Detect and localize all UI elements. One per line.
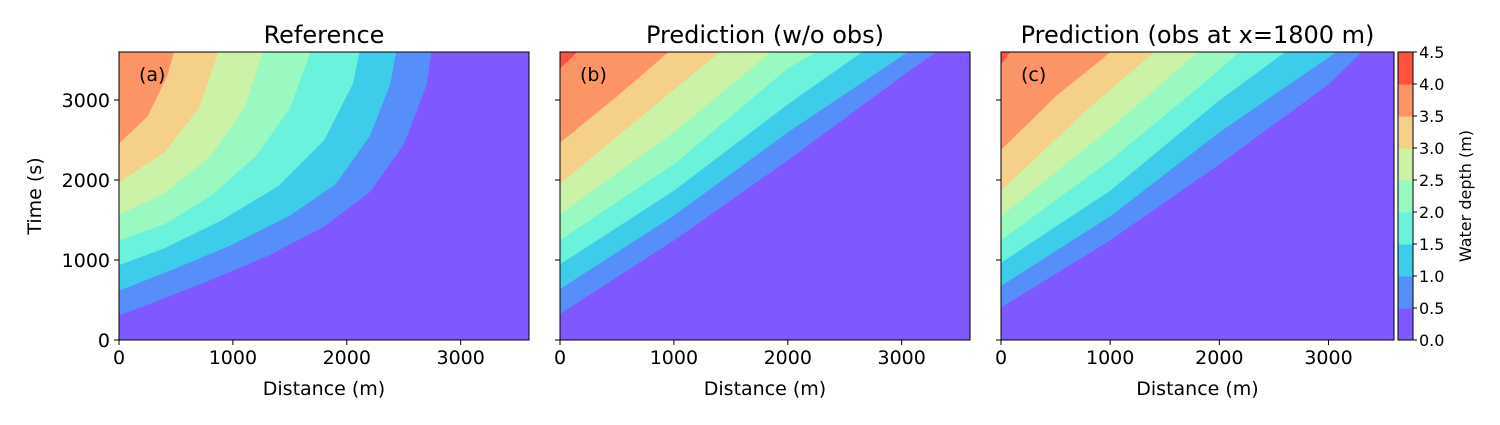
colorbar-segment [1398, 244, 1413, 277]
colorbar-segment [1398, 308, 1413, 341]
x-tick-label: 3000 [1304, 347, 1352, 369]
colorbar-tick-label: 0.0 [1419, 331, 1444, 350]
colorbar-segment [1398, 52, 1413, 85]
colorbar-tick-label: 1.5 [1419, 235, 1444, 254]
x-tick-label: 1000 [650, 347, 698, 369]
axes-frame [559, 51, 971, 341]
x-tick-label: 2000 [764, 347, 812, 369]
contour-band-7 [1001, 52, 1111, 151]
y-tick-label: 3000 [62, 90, 110, 112]
colorbar-tick-label: 1.0 [1419, 267, 1444, 286]
panel-a: 0 1000 2000 3000 0 1000 2000 3000 Reference Dista… [24, 21, 530, 400]
y-tick-label: 0 [98, 330, 110, 352]
axes-frame [1000, 51, 1395, 341]
colorbar-tick-label: 4.0 [1419, 75, 1444, 94]
colorbar-tick-label: 4.5 [1419, 43, 1444, 62]
contour-band-7 [560, 52, 669, 143]
contour-band-8 [1001, 52, 1011, 65]
panel-letter: (a) [139, 64, 165, 86]
x-axis-label: Distance (m) [704, 378, 826, 400]
y-axis-label: Time (s) [24, 157, 46, 235]
panel-title: Prediction (w/o obs) [646, 21, 884, 49]
x-tick-label: 3000 [436, 347, 484, 369]
colorbar-tick-label: 0.5 [1419, 299, 1444, 318]
panel-letter: (b) [580, 64, 607, 86]
contour-fills [560, 52, 970, 340]
contour-band-7 [119, 52, 174, 144]
colorbar-tick-label: 2.0 [1419, 203, 1444, 222]
colorbar-segment [1398, 116, 1413, 149]
x-tick-label: 0 [113, 347, 125, 369]
colorbar-segment [1398, 148, 1413, 181]
colorbar-segment [1398, 276, 1413, 309]
x-tick-label: 2000 [323, 347, 371, 369]
y-tick-label: 2000 [62, 170, 110, 192]
panel-letter: (c) [1021, 64, 1046, 86]
contour-fills [1001, 52, 1394, 340]
colorbar-layer: 0.0 0.5 1.0 1.5 2.0 2.5 3.0 3.5 4.0 4.5 Water dept… [1397, 43, 1475, 350]
colorbar-label: Water depth (m) [1456, 130, 1475, 262]
x-tick-label: 0 [995, 347, 1007, 369]
x-tick-label: 1000 [1086, 347, 1134, 369]
panel-b: 0 1000 2000 3000 Prediction (w/o obs) Distanc… [554, 21, 971, 400]
y-tick-label: 1000 [62, 250, 110, 272]
panel-title: Reference [264, 21, 385, 49]
contour-fills [119, 52, 529, 340]
colorbar-tick-label: 3.0 [1419, 139, 1444, 158]
colorbar-tick-label: 3.5 [1419, 107, 1444, 126]
panel-title: Prediction (obs at x=1800 m) [1021, 21, 1375, 49]
x-axis-label: Distance (m) [263, 378, 385, 400]
x-axis-label: Distance (m) [1136, 378, 1258, 400]
x-tick-label: 0 [554, 347, 566, 369]
axes-frame [118, 51, 530, 341]
colorbar-segment [1398, 180, 1413, 213]
colorbar-segment [1398, 212, 1413, 245]
x-tick-label: 3000 [877, 347, 925, 369]
x-tick-label: 1000 [209, 347, 257, 369]
colorbar-frame [1397, 51, 1414, 341]
panels-layer: 0 1000 2000 3000 0 1000 2000 3000 Reference Dista… [24, 21, 1395, 400]
contour-band-8 [560, 52, 578, 69]
panel-c: 0 1000 2000 3000 Prediction (obs at x=1800 m… [995, 21, 1395, 400]
x-tick-label: 2000 [1195, 347, 1243, 369]
colorbar-segment [1398, 84, 1413, 117]
colorbar-tick-label: 2.5 [1419, 171, 1444, 190]
